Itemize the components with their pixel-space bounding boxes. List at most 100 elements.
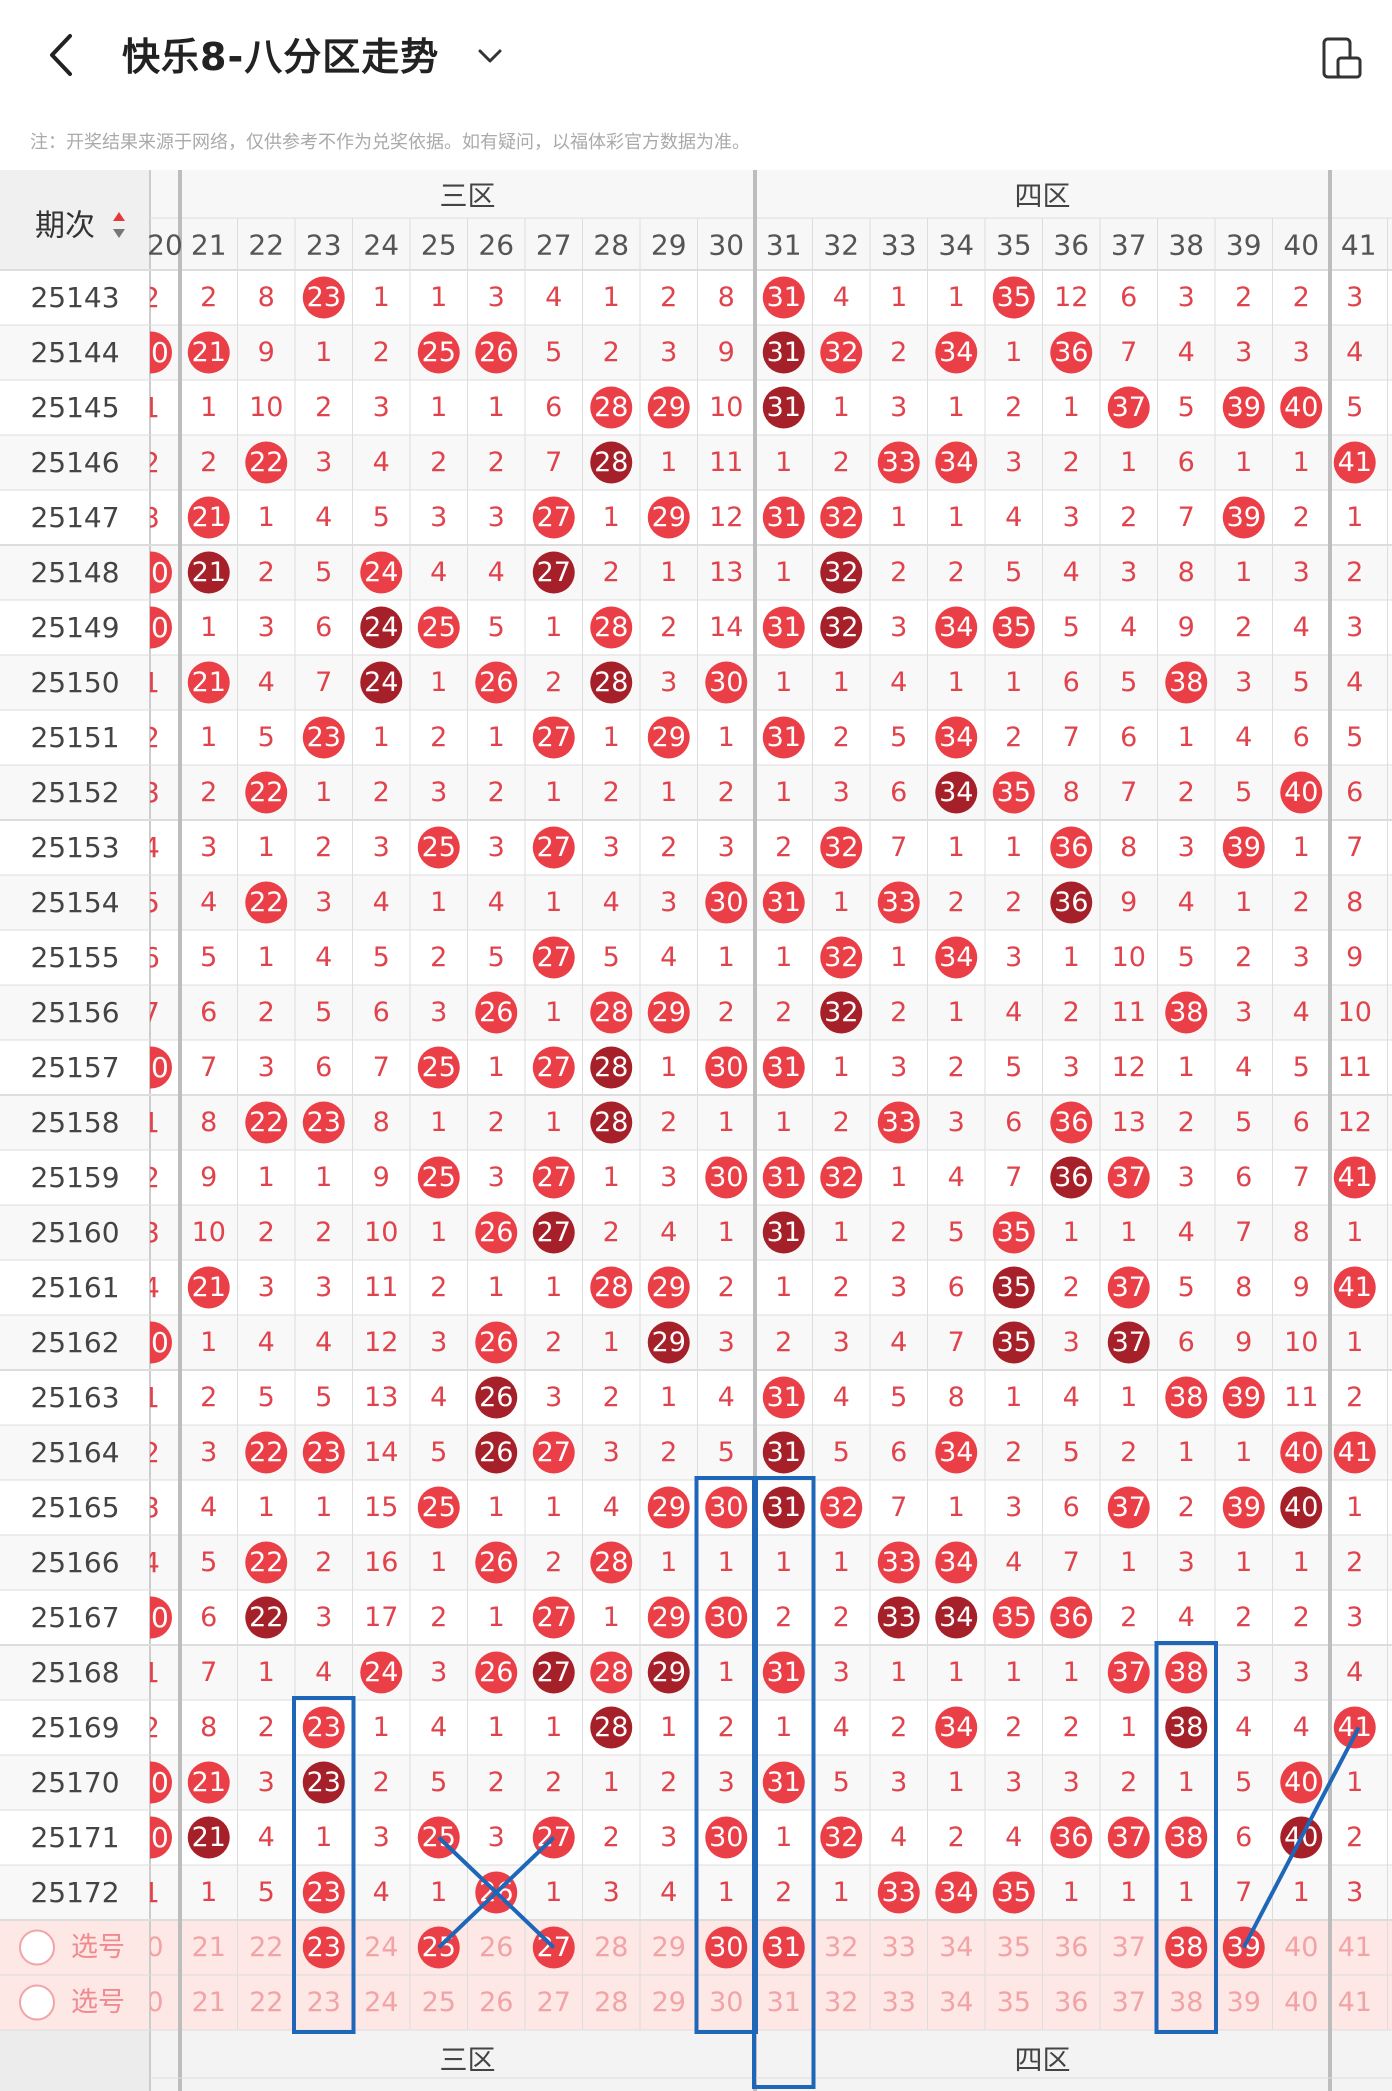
- screen-rotate-icon[interactable]: [1320, 36, 1364, 80]
- select-number[interactable]: 33: [882, 1987, 916, 2018]
- table-row: 25172 1 1 5 23 4 1 26 1 3 4 1 2 1 33 34 35 1 1 1 7 1 3: [30, 1871, 1363, 1914]
- page-title[interactable]: 快乐8-八分区走势: [122, 35, 440, 79]
- select-number[interactable]: 22: [249, 1932, 283, 1963]
- select-number[interactable]: 27: [537, 1987, 571, 2018]
- column-header-edge: 20: [147, 229, 183, 262]
- miss-count: 2: [258, 1712, 275, 1743]
- drawn-ball: [820, 1156, 863, 1199]
- sort-arrows-icon[interactable]: [113, 212, 125, 238]
- select-number[interactable]: 32: [824, 1932, 858, 1963]
- select-number[interactable]: 30: [709, 1987, 743, 2018]
- select-number[interactable]: 36: [1054, 1987, 1088, 2018]
- miss-count: 2: [1346, 557, 1363, 588]
- period-header-bg: [0, 170, 150, 270]
- drawn-ball: [762, 1156, 805, 1199]
- ball-number: 31: [767, 1217, 801, 1248]
- select-number[interactable]: 23: [307, 1987, 341, 2018]
- select-number[interactable]: 28: [594, 1987, 628, 2018]
- select-number[interactable]: 26: [479, 1932, 513, 1963]
- select-number[interactable]: 40: [1284, 1932, 1318, 1963]
- select-number[interactable]: 21: [192, 1932, 226, 1963]
- miss-count: 8: [1063, 777, 1080, 808]
- ball-number: 22: [249, 887, 283, 918]
- ball-number[interactable]: 23: [307, 1932, 341, 1963]
- select-radio[interactable]: [19, 1929, 55, 1966]
- select-number[interactable]: 39: [1227, 1987, 1261, 2018]
- select-number[interactable]: 38: [1169, 1987, 1203, 2018]
- ball-number: 31: [767, 887, 801, 918]
- miss-count: 2: [430, 1272, 447, 1303]
- select-row[interactable]: 选号 0 21 22 23 24 25 26 27 28 29 30 31 32 33 34 35 36 37 38 3…: [19, 1984, 1372, 2021]
- select-number[interactable]: 29: [652, 1932, 686, 1963]
- period-header[interactable]: 期次: [35, 209, 95, 244]
- miss-count: 1: [833, 1217, 850, 1248]
- select-number[interactable]: 41: [1338, 1932, 1372, 1963]
- ball-number: 36: [1054, 337, 1088, 368]
- drawn-ball: [187, 551, 230, 594]
- miss-count: 2: [660, 832, 677, 863]
- ball-number: 24: [364, 612, 398, 643]
- selected-ball[interactable]: [762, 1926, 805, 1969]
- miss-count: 5: [258, 1877, 275, 1908]
- miss-count: 1: [948, 997, 965, 1028]
- select-number[interactable]: 21: [192, 1987, 226, 2018]
- chevron-down-icon[interactable]: [472, 38, 508, 74]
- select-number[interactable]: 25: [422, 1987, 456, 2018]
- miss-count: 3: [430, 777, 447, 808]
- select-number[interactable]: 24: [364, 1987, 398, 2018]
- select-number[interactable]: 35: [997, 1987, 1031, 2018]
- miss-count: 1: [545, 887, 562, 918]
- ball-number: 37: [1112, 392, 1146, 423]
- select-number[interactable]: 28: [594, 1932, 628, 1963]
- miss-count: 3: [1063, 1767, 1080, 1798]
- drawn-ball: [762, 1486, 805, 1529]
- select-number[interactable]: 26: [479, 1987, 513, 2018]
- miss-count: 3: [660, 887, 677, 918]
- miss-count: 7: [1120, 777, 1137, 808]
- ball-number[interactable]: 31: [767, 1932, 801, 1963]
- select-number[interactable]: 37: [1112, 1932, 1146, 1963]
- select-number[interactable]: 31: [767, 1987, 801, 2018]
- select-number[interactable]: 34: [939, 1932, 973, 1963]
- selected-ball[interactable]: [302, 1926, 345, 1969]
- ball-number[interactable]: 38: [1169, 1932, 1203, 1963]
- miss-count: 1: [603, 282, 620, 313]
- selected-ball[interactable]: [705, 1926, 748, 1969]
- miss-count: 7: [1063, 722, 1080, 753]
- chevron-left-icon[interactable]: [38, 30, 88, 80]
- miss-count: 8: [1178, 557, 1195, 588]
- select-number[interactable]: 35: [997, 1932, 1031, 1963]
- miss-count: 2: [315, 1547, 332, 1578]
- select-label[interactable]: 选号: [71, 1987, 125, 2018]
- select-number[interactable]: 32: [824, 1987, 858, 2018]
- miss-count: 6: [1120, 722, 1137, 753]
- select-number[interactable]: 36: [1054, 1932, 1088, 1963]
- miss-count: 5: [545, 337, 562, 368]
- select-number[interactable]: 40: [1284, 1987, 1318, 2018]
- drawn-ball: [245, 1541, 288, 1584]
- ball-number[interactable]: 30: [709, 1932, 743, 1963]
- drawn-ball: [935, 1706, 978, 1749]
- select-number[interactable]: 29: [652, 1987, 686, 2018]
- select-number[interactable]: 37: [1112, 1987, 1146, 2018]
- select-label[interactable]: 选号: [71, 1932, 125, 1963]
- miss-count: 1: [258, 1162, 275, 1193]
- select-number[interactable]: 22: [249, 1987, 283, 2018]
- select-radio[interactable]: [19, 1984, 55, 2021]
- miss-count: 13: [1112, 1107, 1146, 1138]
- miss-count: 17: [364, 1602, 398, 1633]
- app-header: 快乐8-八分区走势: [0, 0, 1392, 115]
- miss-count: 9: [718, 337, 735, 368]
- miss-count: 4: [660, 942, 677, 973]
- drawn-ball: [360, 551, 403, 594]
- select-number[interactable]: 34: [939, 1987, 973, 2018]
- select-number[interactable]: 33: [882, 1932, 916, 1963]
- select-number[interactable]: 41: [1338, 1987, 1372, 2018]
- selected-ball[interactable]: [1165, 1926, 1208, 1969]
- column-header-28: 28: [593, 229, 629, 262]
- miss-count: 1: [660, 1712, 677, 1743]
- edge-cell: 3: [142, 776, 160, 809]
- miss-count: 2: [660, 282, 677, 313]
- select-number[interactable]: 24: [364, 1932, 398, 1963]
- edge-cell: 1: [142, 391, 160, 424]
